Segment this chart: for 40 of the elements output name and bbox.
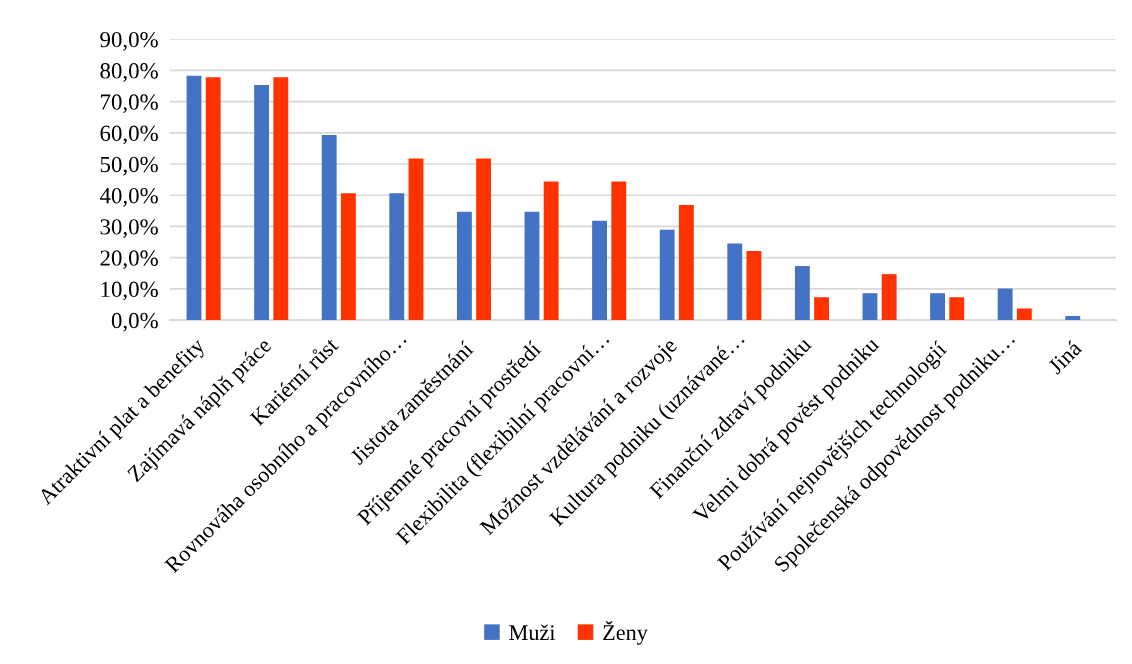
legend-label: Muži <box>509 624 556 641</box>
bar <box>592 220 608 321</box>
y-tick-label: 90,0% <box>100 31 158 51</box>
bar <box>794 266 810 321</box>
bar <box>1065 315 1081 321</box>
bar <box>524 211 540 321</box>
bar <box>862 293 878 321</box>
bar <box>930 293 945 321</box>
bar <box>949 297 965 321</box>
y-tick-label: 70,0% <box>101 94 158 114</box>
y-tick-label: 10,0% <box>101 281 158 301</box>
y-tick-label: 30,0% <box>100 219 158 238</box>
x-tick-label: Jiná <box>1046 339 1083 375</box>
y-tick-label: 0,0% <box>111 312 158 332</box>
bar <box>881 274 897 321</box>
bar <box>727 243 743 321</box>
bar <box>186 75 202 321</box>
bar <box>340 193 356 321</box>
legend-label: Ženy <box>603 620 648 645</box>
bar <box>408 158 424 321</box>
bar <box>543 181 559 321</box>
bar <box>659 229 675 321</box>
bar <box>456 211 472 321</box>
y-tick-label: 60,0% <box>100 125 158 145</box>
bar <box>611 181 627 321</box>
bar <box>389 193 405 321</box>
y-tick-label: 80,0% <box>100 63 158 82</box>
bar <box>321 134 337 321</box>
y-tick-label: 40,0% <box>99 187 158 207</box>
bar <box>746 251 762 321</box>
y-tick-label: 20,0% <box>100 250 158 270</box>
bar <box>678 204 694 321</box>
bar <box>273 77 289 321</box>
bar <box>1016 308 1032 321</box>
bar <box>997 288 1013 321</box>
bar <box>205 77 221 321</box>
bar <box>254 85 270 321</box>
bar <box>476 158 492 321</box>
y-tick-label: 50,0% <box>100 156 158 176</box>
bar <box>814 297 829 321</box>
